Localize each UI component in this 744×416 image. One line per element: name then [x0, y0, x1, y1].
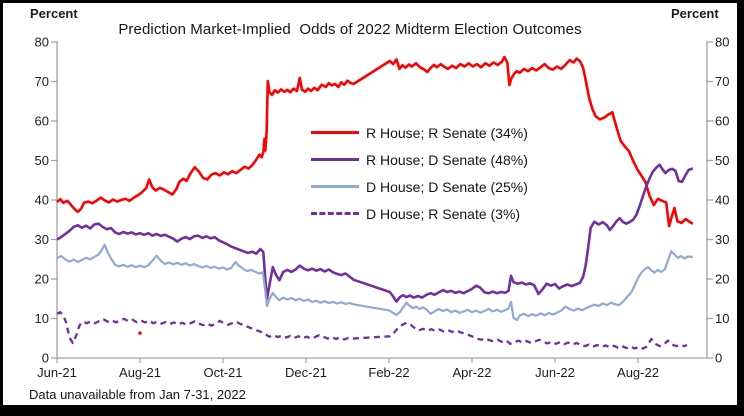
- letterbox-left: [0, 0, 3, 405]
- letterbox-bottom: [0, 405, 744, 416]
- legend-line-sample-purple-dashed: [311, 212, 359, 215]
- chart-title: Prediction Market-Implied Odds of 2022 M…: [118, 21, 582, 38]
- letterbox-top: [0, 0, 744, 3]
- svg-text:Aug-22: Aug-22: [617, 365, 659, 380]
- legend-item: R House; R Senate (34%): [311, 119, 528, 146]
- svg-text:Apr-22: Apr-22: [452, 365, 491, 380]
- right-axis-unit-label: Percent: [671, 6, 719, 21]
- svg-text:30: 30: [715, 232, 729, 247]
- svg-text:0: 0: [715, 351, 722, 366]
- svg-text:60: 60: [715, 114, 729, 129]
- svg-text:80: 80: [715, 35, 729, 50]
- svg-text:80: 80: [35, 35, 49, 50]
- svg-text:20: 20: [35, 272, 49, 287]
- svg-text:Jun-21: Jun-21: [37, 365, 77, 380]
- svg-text:70: 70: [35, 74, 49, 89]
- svg-text:50: 50: [715, 153, 729, 168]
- legend-item: D House; D Senate (25%): [311, 173, 528, 200]
- svg-text:Feb-22: Feb-22: [368, 365, 409, 380]
- legend: R House; R Senate (34%) R House; D Senat…: [311, 119, 528, 227]
- legend-item-label: R House; D Senate (48%): [366, 151, 528, 168]
- letterbox-right: [737, 0, 744, 405]
- left-axis-unit-label: Percent: [30, 6, 78, 21]
- legend-line-sample-purple-solid: [311, 158, 359, 161]
- svg-text:70: 70: [715, 74, 729, 89]
- legend-item-label: R House; R Senate (34%): [366, 124, 528, 141]
- svg-text:60: 60: [35, 114, 49, 129]
- svg-text:50: 50: [35, 153, 49, 168]
- svg-text:10: 10: [35, 311, 49, 326]
- svg-text:Oct-21: Oct-21: [203, 365, 242, 380]
- svg-text:0: 0: [42, 351, 49, 366]
- svg-text:Jun-22: Jun-22: [535, 365, 575, 380]
- legend-item: D House; R Senate (3%): [311, 200, 528, 227]
- legend-item-label: D House; R Senate (3%): [366, 205, 521, 222]
- svg-text:40: 40: [35, 193, 49, 208]
- svg-text:40: 40: [715, 193, 729, 208]
- svg-text:30: 30: [35, 232, 49, 247]
- svg-text:Dec-21: Dec-21: [285, 365, 327, 380]
- legend-line-sample-red-solid: [311, 131, 359, 134]
- svg-text:20: 20: [715, 272, 729, 287]
- svg-text:10: 10: [715, 311, 729, 326]
- footnote: Data unavailable from Jan 7-31, 2022: [29, 387, 246, 402]
- legend-line-sample-blue-solid: [311, 185, 359, 188]
- legend-item: R House; D Senate (48%): [311, 146, 528, 173]
- legend-item-label: D House; D Senate (25%): [366, 178, 528, 195]
- svg-text:Aug-21: Aug-21: [119, 365, 161, 380]
